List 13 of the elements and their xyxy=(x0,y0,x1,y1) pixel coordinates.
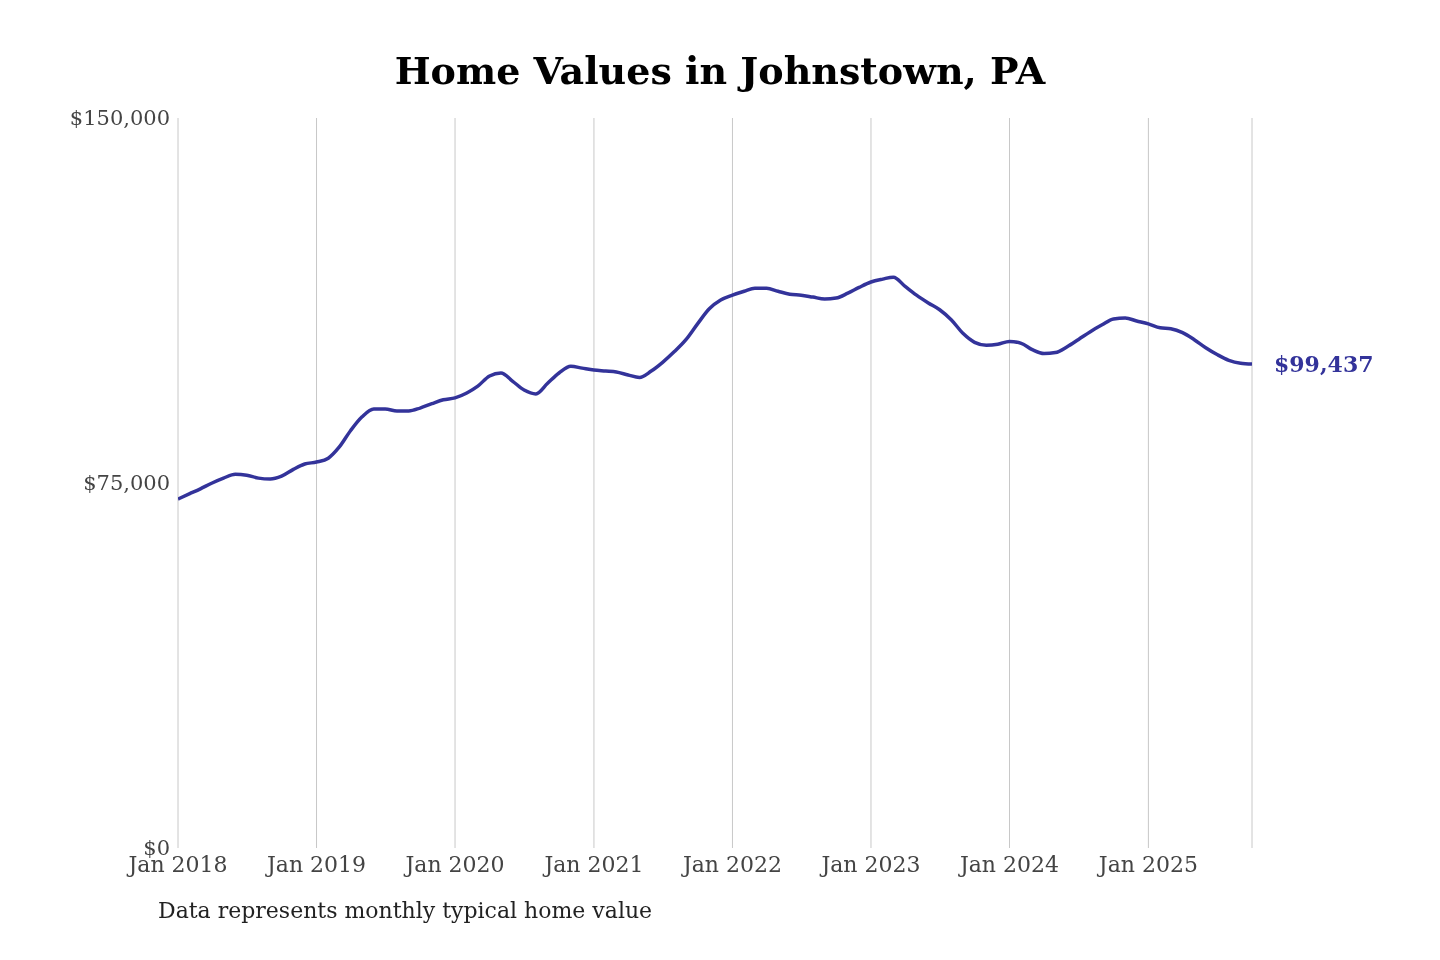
chart-title: Home Values in Johnstown, PA xyxy=(393,47,1047,95)
x-tick-label: Jan 2024 xyxy=(957,851,1060,877)
text: Data represents monthly typical home value xyxy=(158,898,654,923)
x-tick-label: Jan 2021 xyxy=(542,851,644,877)
x-tick-label: Jan 2020 xyxy=(403,851,505,877)
x-tick-label: Jan 2019 xyxy=(264,851,367,877)
y-tick-label: $75,000 xyxy=(83,471,170,496)
y-tick-label: $150,000 xyxy=(69,106,170,131)
x-tick-label: Jan 2023 xyxy=(819,851,921,877)
x-tick-label: Jan 2025 xyxy=(1096,851,1198,877)
line-series xyxy=(178,275,1252,501)
annotation: $99,437 xyxy=(1274,350,1374,377)
x-tick-label: Jan 2022 xyxy=(680,851,782,877)
